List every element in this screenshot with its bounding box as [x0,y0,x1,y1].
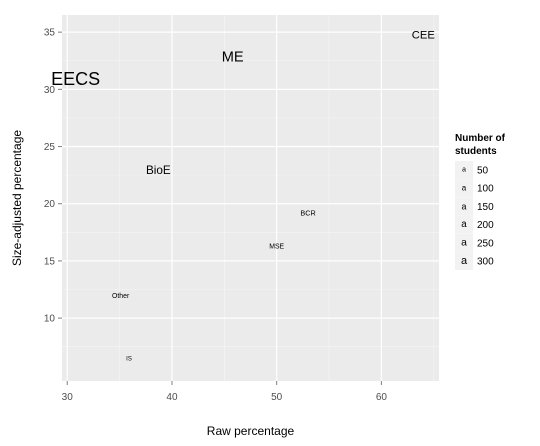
y-axis-ticks: 10 15 20 25 30 35 [44,28,62,325]
legend-key-glyph: a [462,201,467,211]
point-label: MSE [269,244,284,251]
legend-entry-label: 250 [477,238,494,249]
point-label: Other [112,293,130,300]
legend-title-line1: Number of [455,133,506,144]
legend-key-bg [455,233,473,252]
plot-panel [62,15,439,381]
x-tick-label: 50 [271,392,283,403]
y-tick-label: 15 [44,256,56,267]
point-label: BioE [146,164,171,177]
legend-key-glyph: a [461,255,468,267]
legend-key-glyph: a [462,167,466,174]
legend-title-line2: students [455,146,497,157]
legend-entry-label: 300 [477,257,494,268]
y-tick-label: 10 [44,314,56,325]
x-axis-ticks: 30 40 50 60 [62,381,388,403]
point-label: EECS [51,69,100,89]
y-tick-label: 30 [44,85,56,96]
x-tick-label: 40 [166,392,178,403]
legend-entry-label: 100 [477,184,494,195]
y-tick-label: 20 [44,199,56,210]
legend-key-bg [455,197,473,216]
point-label: ME [222,49,244,65]
legend-key-glyph: a [461,237,467,248]
x-axis-title: Raw percentage [207,424,295,438]
legend-key-glyph: a [462,184,467,193]
point-label: BCR [300,208,315,217]
legend-key-bg [455,215,473,234]
x-tick-label: 30 [62,392,74,403]
legend-entry-label: 50 [477,166,489,177]
data-labels: CEE ME EECS BioE BCR MSE Other IS [51,30,435,363]
legend-entry-label: 150 [477,202,494,213]
legend-key-bg [455,161,473,179]
x-tick-label: 60 [376,392,388,403]
legend-entry-label: 200 [477,220,494,231]
point-label: CEE [412,30,435,42]
y-axis-title: Size-adjusted percentage [10,130,24,266]
legend-key-glyph: a [461,219,467,230]
legend-keys: a 50 a 100 a 150 a 200 a 250 a 300 [455,161,494,270]
legend-key-bg [455,252,473,270]
point-label: IS [126,356,132,362]
y-tick-label: 25 [44,142,56,153]
y-tick-label: 35 [44,28,56,39]
grid-lines [62,15,439,381]
legend-key-bg [455,179,473,198]
